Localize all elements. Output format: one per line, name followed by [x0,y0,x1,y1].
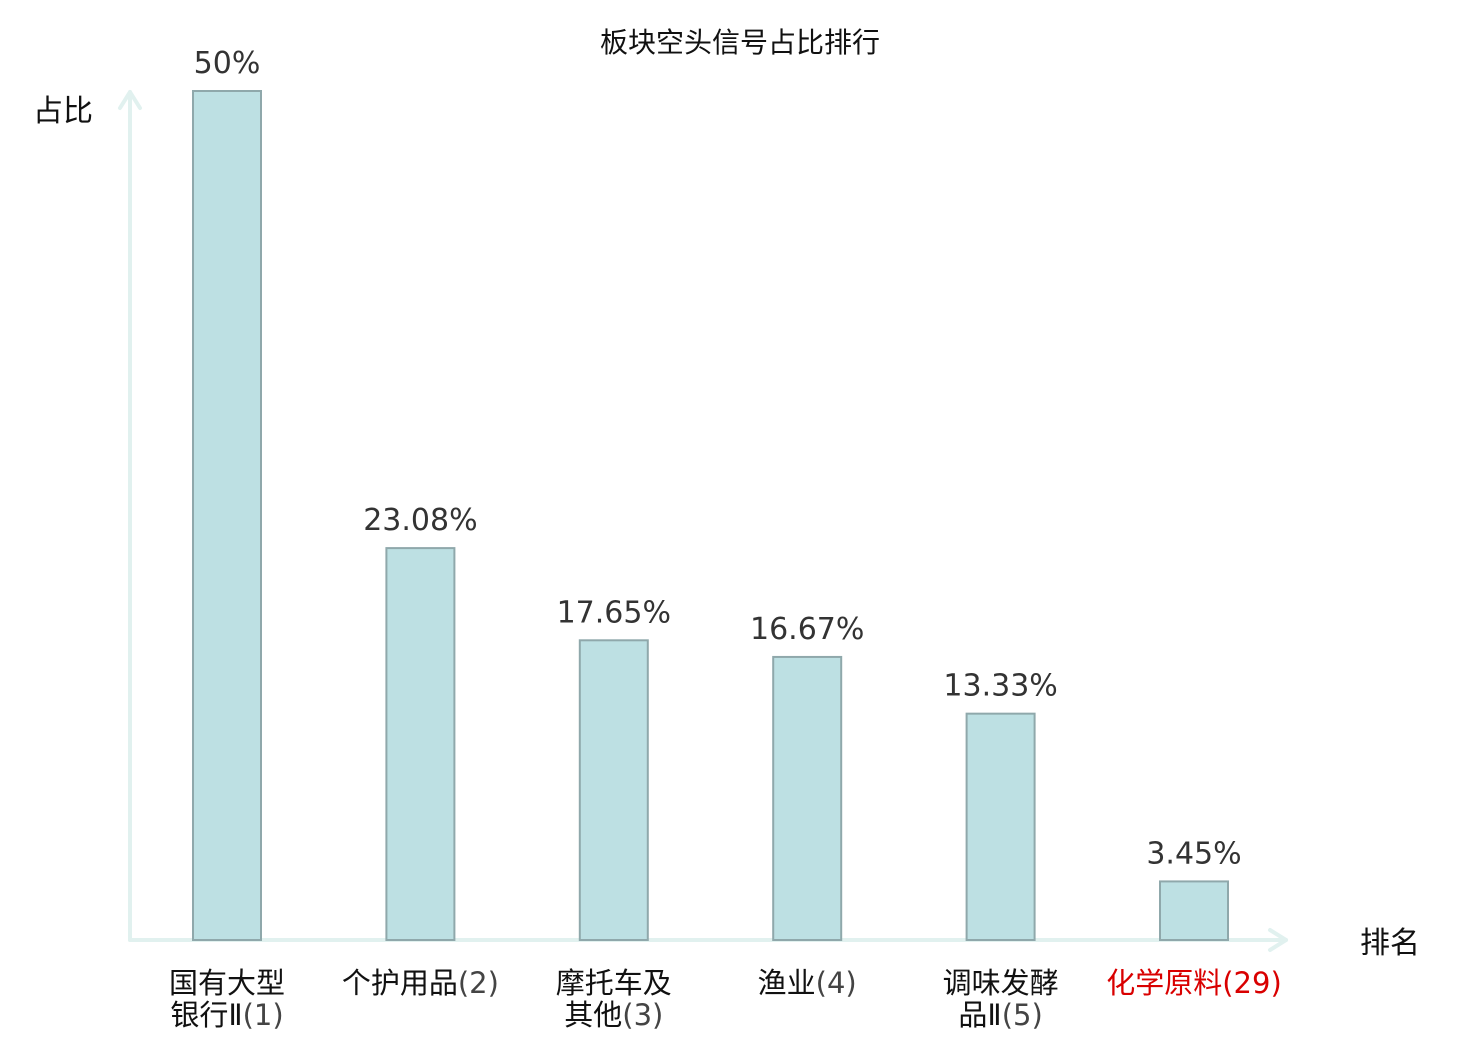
category-rank: (1) [243,998,284,1032]
value-labels-group: 50% 23.08% 17.65% 16.67% 13.33% 3.45% [194,46,1242,871]
bar-3 [578,639,649,941]
category-name: 化学原料 [1106,966,1222,1000]
value-label-4: 16.67% [750,612,864,647]
category-label-line: 银行Ⅱ(1) [170,998,283,1032]
category-name: 其他 [564,998,622,1032]
value-label-5: 13.33% [943,669,1057,704]
category-label-line: 个护用品(2) [342,966,499,1000]
bars-group [192,90,1229,942]
chart-title: 板块空头信号占比排行 [600,26,880,59]
category-rank: (4) [816,966,857,1000]
value-label-6: 3.45% [1146,836,1241,871]
value-label-3: 17.65% [557,595,671,630]
bar-1 [192,90,262,941]
category-rank: (29) [1222,966,1282,1000]
category-name: 渔业 [758,966,816,1000]
category-label-line: 化学原料(29) [1106,966,1282,1000]
category-label-line: 其他(3) [564,998,663,1032]
category-label-line: 调味发酵 [943,966,1059,1000]
category-rank: (5) [1002,998,1043,1032]
y-axis-arrowhead [118,90,142,110]
category-label-3: 摩托车及其他(3) [556,966,672,1032]
category-label-2: 个护用品(2) [342,966,499,1000]
bar-2 [385,547,456,942]
axes [118,90,1288,952]
x-axis-label: 排名 [1360,926,1420,961]
category-label-line: 摩托车及 [556,966,672,1000]
category-label-1: 国有大型银行Ⅱ(1) [169,966,285,1032]
category-label-line: 渔业(4) [758,966,857,1000]
category-rank: (2) [458,966,499,1000]
y-axis-label: 占比 [33,94,93,129]
category-label-6: 化学原料(29) [1106,966,1282,1000]
bar-5 [965,712,1036,942]
category-label-5: 调味发酵品Ⅱ(5) [943,966,1059,1032]
category-rank: (3) [622,998,663,1032]
category-name: 品Ⅱ [958,998,1001,1032]
bar-4 [772,655,843,942]
category-label-line: 品Ⅱ(5) [958,998,1042,1032]
category-labels-group: 国有大型银行Ⅱ(1) 个护用品(2) 摩托车及其他(3) 渔业(4) 调味发酵品Ⅱ(5)… [169,966,1282,1032]
value-label-2: 23.08% [363,503,477,538]
bar-6 [1159,880,1229,942]
category-name: 银行Ⅱ [170,998,242,1032]
category-label-line: 国有大型 [169,966,285,1000]
category-label-4: 渔业(4) [758,966,857,1000]
value-label-1: 50% [194,46,261,81]
category-name: 个护用品 [342,966,458,1000]
x-axis-arrowhead [1268,928,1288,952]
